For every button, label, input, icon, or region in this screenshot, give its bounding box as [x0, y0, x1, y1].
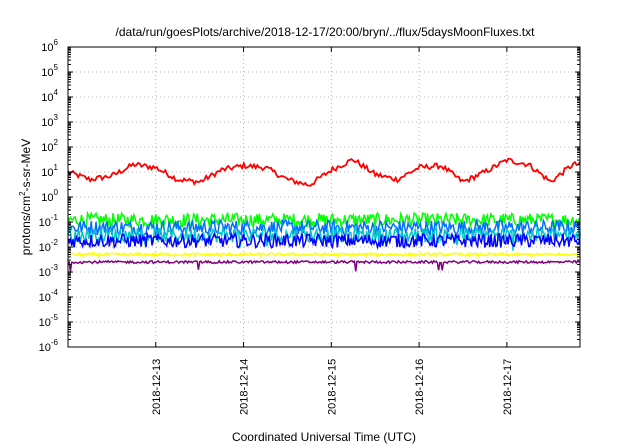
series-line	[67, 259, 581, 272]
y-axis: 10-6 10-5 10-4 10-3 10-2 10-1 100 101 102 103 104 1…	[39, 38, 580, 354]
y-tick-label: 103	[41, 113, 58, 129]
y-tick-label: 10-1	[39, 213, 59, 229]
x-tick-label: 2018-12-14	[239, 359, 251, 415]
y-tick-label: 102	[41, 138, 58, 154]
y-tick-label: 104	[41, 88, 58, 104]
y-tick-label: 10-5	[39, 313, 59, 329]
y-tick-label: 10-4	[39, 288, 59, 304]
y-tick-label: 10-6	[39, 338, 59, 354]
series-line	[67, 217, 581, 237]
x-tick-label: 2018-12-16	[414, 359, 426, 415]
series-line	[67, 251, 581, 258]
x-axis-label: Coordinated Universal Time (UTC)	[232, 430, 416, 444]
series-line-red	[67, 157, 581, 187]
grid	[68, 47, 580, 347]
y-axis-label: protons/cm2-s-sr-MeV	[18, 139, 33, 255]
y-tick-label: 105	[41, 63, 58, 79]
chart-title: /data/run/goesPlots/archive/2018-12-17/2…	[116, 25, 536, 39]
y-tick-label: 106	[41, 38, 58, 54]
x-tick-label: 2018-12-15	[326, 359, 338, 415]
y-tick-label: 100	[41, 188, 58, 204]
series-lines	[67, 157, 581, 272]
y-tick-label: 101	[41, 163, 58, 179]
x-tick-label: 2018-12-13	[151, 359, 163, 415]
x-tick-label: 2018-12-17	[502, 359, 514, 415]
y-tick-label: 10-2	[39, 238, 59, 254]
y-tick-label: 10-3	[39, 263, 59, 279]
x-axis: 2018-12-13 2018-12-14 2018-12-15 2018-12-16…	[151, 47, 514, 415]
series-line	[67, 231, 581, 251]
